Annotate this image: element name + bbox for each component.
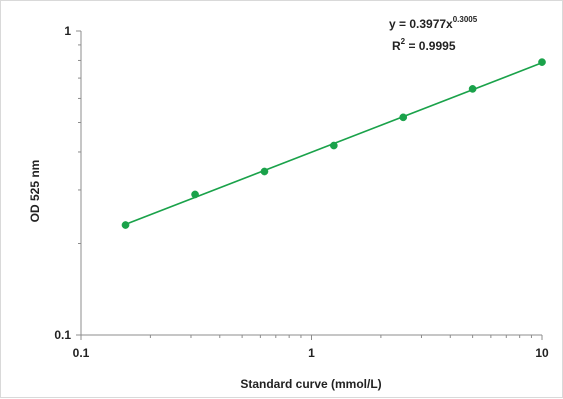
axes [80, 31, 542, 336]
x-tick-label: 1 [308, 346, 315, 360]
equation-exponent: 0.3005 [453, 15, 478, 24]
data-point [329, 141, 338, 150]
data-point [399, 113, 408, 122]
data-points [121, 58, 546, 229]
r-squared-annotation: R2 = 0.9995 [392, 37, 456, 53]
data-point [538, 58, 546, 66]
equation-main: y = 0.3977x [389, 17, 453, 31]
data-point [191, 190, 199, 199]
x-tick-label: 10 [535, 346, 549, 360]
data-point [468, 85, 477, 93]
y-tick-label: 0.1 [54, 328, 71, 342]
y-tick-label: 1 [64, 24, 71, 38]
data-point [121, 221, 130, 229]
tick-labels: 0.1 1 10 0.1 1 [54, 24, 549, 360]
r-squared-main: R [392, 39, 401, 53]
x-axis-title: Standard curve (mmol/L) [240, 377, 381, 391]
y-axis-title: OD 525 nm [28, 160, 42, 223]
tick-marks [76, 30, 543, 340]
equation-annotation: y = 0.3977x0.3005 [389, 15, 478, 31]
r-squared-sup: 2 [401, 37, 406, 46]
x-tick-label: 0.1 [73, 346, 90, 360]
data-point [260, 167, 269, 176]
r-squared-value: = 0.9995 [405, 39, 456, 53]
